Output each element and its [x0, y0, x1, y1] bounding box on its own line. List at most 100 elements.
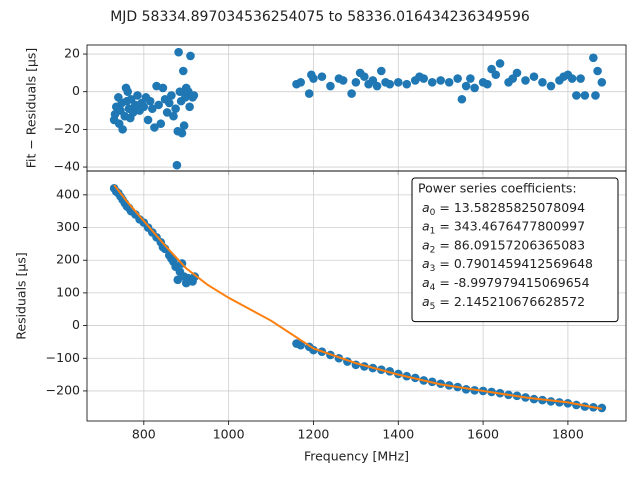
data-point [351, 77, 361, 87]
data-point [567, 74, 577, 83]
data-point [167, 91, 176, 100]
data-point [162, 108, 172, 117]
data-point [372, 81, 382, 91]
data-point [402, 79, 412, 89]
data-point [591, 91, 600, 100]
data-point [470, 83, 479, 93]
data-point [576, 74, 585, 83]
data-point [174, 47, 183, 57]
legend-entry: a0 = 13.58285825078094 [422, 199, 585, 217]
data-point [338, 76, 348, 85]
y-tick-label: 200 [56, 252, 80, 267]
coefficient: = 343.4676477800997 [435, 218, 585, 233]
data-point [436, 76, 445, 85]
data-point [158, 83, 168, 93]
data-point [521, 76, 530, 85]
symbol: a [422, 293, 430, 308]
data-point [427, 77, 437, 87]
y-tick-label: −40 [54, 159, 80, 174]
legend-box [411, 177, 619, 323]
data-point [156, 119, 166, 129]
legend: Power series coefficients:a0 = 13.582858… [411, 177, 619, 323]
legend-entry: a1 = 343.4676477800997 [422, 218, 585, 236]
y-tick-label: 400 [56, 186, 80, 201]
x-tick-label: 800 [132, 427, 156, 442]
data-point [296, 77, 306, 87]
data-point [457, 94, 467, 104]
data-point [360, 72, 369, 81]
data-point [495, 59, 505, 68]
data-point [491, 70, 501, 80]
data-point [154, 100, 163, 110]
figure-title: MJD 58334.897034536254075 to 58336.01643… [110, 9, 530, 25]
data-point [173, 275, 183, 285]
subscript: 5 [430, 301, 436, 311]
data-point [133, 91, 142, 100]
subscript: 0 [430, 207, 436, 217]
data-point [393, 77, 403, 87]
data-point [466, 74, 475, 83]
coefficient: = 13.58285825078094 [435, 199, 585, 214]
y-tick-label: 100 [56, 284, 80, 299]
data-point [189, 91, 199, 100]
data-point [512, 68, 522, 78]
coefficient: = 0.7901459412569648 [435, 256, 593, 271]
legend-title: Power series coefficients: [418, 181, 577, 196]
data-point [179, 121, 189, 130]
data-point [185, 102, 194, 112]
data-point [171, 104, 180, 113]
y-tick-label: 300 [56, 219, 80, 234]
y-tick-label: 0 [72, 83, 80, 98]
data-point [164, 98, 174, 108]
data-point [444, 77, 454, 87]
data-point [593, 66, 602, 76]
data-point [483, 79, 492, 89]
data-point [589, 53, 598, 63]
coefficient: = 2.145210676628572 [435, 293, 585, 308]
data-point [377, 66, 386, 76]
y-tick-label: −100 [46, 350, 80, 365]
data-point [118, 125, 127, 134]
y-tick-label: −20 [54, 121, 80, 136]
symbol: a [422, 256, 430, 271]
data-point [572, 91, 581, 100]
x-axis-label: Frequency [MHz] [304, 449, 409, 464]
data-point [186, 51, 195, 61]
data-point [347, 89, 356, 98]
x-tick-label: 1400 [382, 427, 414, 442]
legend-entry: a2 = 86.09157206365083 [422, 237, 585, 255]
y-tick-label: 20 [64, 46, 80, 61]
data-point [317, 72, 327, 81]
symbol: a [422, 218, 430, 233]
data-point [304, 89, 314, 98]
x-tick-label: 1600 [467, 427, 499, 442]
subscript: 4 [430, 283, 436, 293]
data-point [143, 115, 153, 125]
plot-frame [86, 170, 627, 422]
data-point [309, 74, 318, 83]
data-point [529, 72, 539, 81]
data-point [148, 104, 157, 113]
data-point [296, 340, 306, 350]
data-point [385, 79, 395, 89]
symbol: a [422, 199, 430, 214]
coefficient: = 86.09157206365083 [435, 237, 585, 252]
data-point [172, 160, 182, 170]
data-point [597, 77, 607, 87]
data-point [139, 102, 149, 112]
data-point [169, 111, 178, 121]
data-point [326, 81, 335, 91]
fit-line [113, 184, 603, 410]
symbol: a [422, 237, 430, 252]
data-point [546, 81, 556, 91]
data-point [123, 87, 133, 97]
plot-frame [86, 44, 627, 172]
data-point [150, 123, 159, 132]
data-point [177, 128, 187, 138]
x-tick-label: 1800 [552, 427, 584, 442]
y-tick-label: −200 [46, 382, 80, 397]
legend-entry: a4 = -8.997979415069654 [422, 275, 590, 293]
data-point [538, 77, 547, 87]
x-tick-label: 1200 [298, 427, 330, 442]
